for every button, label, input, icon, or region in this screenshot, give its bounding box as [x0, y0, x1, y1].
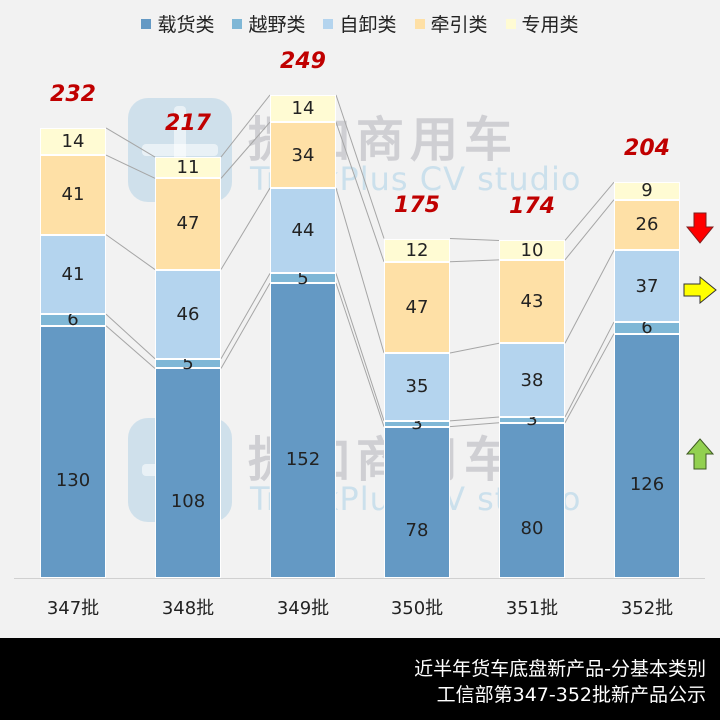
segment-value-label: 80 [520, 518, 544, 540]
segment-value-label: 152 [285, 448, 321, 470]
segment-value-label: 9 [641, 180, 653, 202]
bar-segment: 3 [384, 413, 450, 434]
legend-label: 载货类 [157, 14, 215, 36]
bar-segment: 5 [155, 353, 221, 374]
bar-segment: 47 [155, 178, 221, 270]
bar-total-label: 174 [509, 194, 555, 220]
bar-segment: 46 [155, 269, 221, 359]
bar-total-label: 175 [394, 192, 440, 218]
bar-segment: 26 [614, 199, 680, 251]
footer-title: 近半年货车底盘新产品-分基本类别 [414, 658, 706, 680]
x-axis-line [14, 578, 705, 579]
legend-swatch-icon [414, 18, 425, 29]
segment-value-label: 41 [61, 263, 85, 285]
segment-value-label: 47 [405, 296, 429, 318]
segment-value-label: 6 [641, 317, 653, 339]
bar-segment: 14 [40, 127, 106, 156]
bar-total-label: 204 [624, 136, 670, 162]
segment-value-label: 41 [61, 184, 85, 206]
legend-swatch-icon [232, 18, 243, 29]
bar-segment: 80 [499, 422, 565, 578]
bar-segment: 6 [614, 317, 680, 338]
segment-value-label: 14 [61, 130, 85, 152]
legend-item: 越野类 [232, 10, 305, 37]
x-axis-label: 348批 [161, 598, 215, 619]
bar-total-label: 249 [280, 48, 326, 74]
segment-value-label: 14 [291, 98, 315, 120]
bar-segment: 35 [384, 352, 450, 421]
bar-segment: 10 [499, 239, 565, 261]
legend-item: 专用类 [505, 10, 579, 37]
legend-label: 越野类 [248, 14, 306, 36]
segment-value-label: 37 [635, 275, 659, 297]
segment-value-label: 108 [170, 491, 206, 513]
x-axis-label: 349批 [276, 598, 330, 619]
segment-value-label: 126 [629, 473, 665, 495]
bar-segment: 43 [499, 259, 565, 344]
x-axis-label: 351批 [505, 598, 559, 619]
segment-value-label: 78 [405, 520, 429, 542]
segment-value-label: 38 [520, 369, 544, 391]
chart-legend: 载货类 越野类 自卸类 牵引类 专用类 [0, 10, 720, 37]
bar-total-label: 232 [50, 81, 96, 107]
segment-value-label: 47 [176, 213, 200, 235]
segment-value-label: 35 [405, 376, 429, 398]
footer-subtitle: 工信部第347-352批新产品公示 [436, 684, 706, 706]
bar-segment: 126 [614, 333, 680, 578]
legend-item: 自卸类 [323, 10, 397, 37]
bar-segment: 41 [40, 234, 106, 315]
segment-value-label: 12 [405, 239, 429, 261]
up-arrow-icon [686, 438, 714, 470]
legend-swatch-icon [141, 18, 152, 29]
bar-segment: 34 [270, 122, 336, 189]
bar-segment: 37 [614, 250, 680, 322]
bar-segment: 41 [40, 155, 106, 235]
chart-footer: 近半年货车底盘新产品-分基本类别 工信部第347-352批新产品公示 [0, 638, 720, 720]
down-arrow-icon [686, 212, 714, 244]
legend-swatch-icon [323, 18, 334, 29]
segment-value-label: 5 [297, 267, 309, 289]
bar-segment: 6 [40, 309, 106, 330]
series-connector-lines [105, 94, 615, 428]
legend-label: 自卸类 [339, 14, 397, 36]
legend-label: 牵引类 [430, 14, 488, 36]
bar-segment: 44 [270, 188, 336, 274]
bar-segment: 9 [614, 180, 680, 202]
x-axis-label: 347批 [46, 598, 100, 619]
bar-total-label: 217 [165, 111, 211, 137]
bar-segment: 130 [40, 325, 106, 578]
segment-value-label: 3 [411, 413, 423, 435]
bar-segment: 12 [384, 238, 450, 262]
bar-segment: 47 [384, 261, 450, 353]
bar-segment: 5 [270, 268, 336, 289]
x-axis-label: 352批 [620, 598, 674, 619]
segment-value-label: 10 [520, 239, 544, 261]
segment-value-label: 43 [520, 291, 544, 313]
bar-segment: 14 [270, 94, 336, 123]
segment-value-label: 44 [291, 220, 315, 242]
bar-segment: 3 [499, 409, 565, 430]
segment-value-label: 26 [635, 214, 659, 236]
segment-value-label: 6 [67, 309, 79, 331]
segment-value-label: 46 [176, 303, 200, 325]
bar-segment: 38 [499, 343, 565, 417]
x-axis-label: 350批 [390, 598, 444, 619]
legend-label: 专用类 [521, 14, 579, 36]
segment-value-label: 5 [182, 353, 194, 375]
bar-segment: 108 [155, 368, 221, 578]
segment-value-label: 34 [291, 144, 315, 166]
segment-value-label: 130 [55, 469, 91, 491]
bar-segment: 152 [270, 283, 336, 578]
bar-segment: 78 [384, 426, 450, 578]
legend-item: 牵引类 [414, 10, 488, 37]
segment-value-label: 11 [176, 157, 200, 179]
segment-value-label: 3 [526, 409, 538, 431]
stacked-bar-chart: 提加商用车 TruckPlus CV studio 提加商用车 TruckPlu… [14, 48, 717, 619]
legend-swatch-icon [505, 18, 516, 29]
legend-item: 载货类 [141, 10, 214, 37]
right-arrow-icon [683, 276, 717, 304]
bar-segment: 11 [155, 157, 221, 179]
